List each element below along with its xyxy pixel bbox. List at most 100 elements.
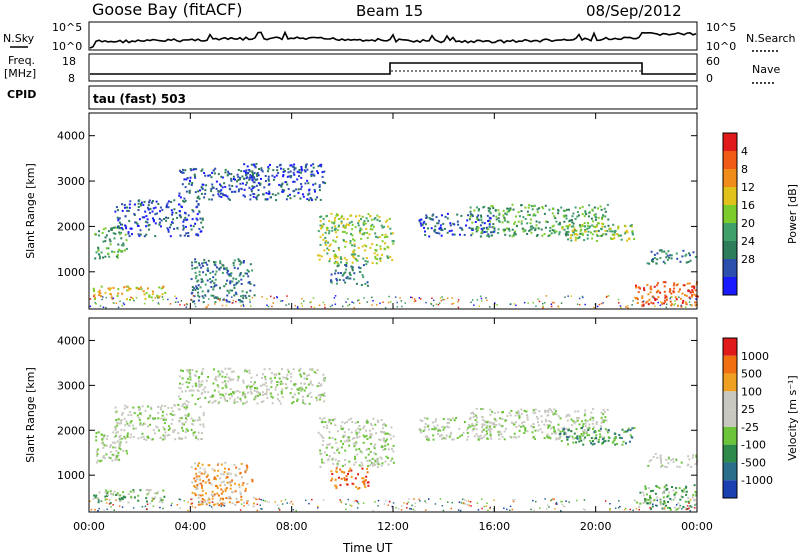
echo-cell bbox=[364, 456, 367, 459]
echo-cell bbox=[459, 226, 462, 229]
echo-cell bbox=[372, 225, 375, 228]
echo-cell bbox=[282, 174, 285, 176]
echo-cell bbox=[138, 234, 141, 237]
echo-cell bbox=[517, 413, 520, 416]
echo-cell bbox=[137, 206, 140, 208]
echo-cell bbox=[391, 505, 393, 508]
echo-cell bbox=[681, 508, 683, 510]
echo-cell bbox=[380, 224, 383, 227]
echo-cell bbox=[117, 288, 120, 291]
echo-cell bbox=[662, 496, 665, 499]
echo-cell bbox=[631, 304, 633, 306]
echo-cell bbox=[255, 198, 258, 201]
echo-cell bbox=[195, 488, 198, 491]
echo-cell bbox=[340, 261, 342, 264]
echo-cell bbox=[551, 301, 554, 304]
echo-cell bbox=[295, 188, 298, 191]
echo-cell bbox=[141, 405, 144, 408]
echo-cell bbox=[588, 423, 591, 426]
echo-cell bbox=[597, 216, 600, 219]
echo-cell bbox=[190, 428, 193, 431]
echo-cell bbox=[211, 507, 214, 510]
echo-cell bbox=[119, 500, 121, 503]
echo-cell bbox=[183, 218, 186, 221]
echo-cell bbox=[191, 289, 194, 291]
echo-cell bbox=[334, 269, 337, 272]
echo-cell bbox=[168, 427, 171, 430]
echo-cell bbox=[316, 170, 319, 173]
echo-cell bbox=[159, 497, 162, 499]
echo-cell bbox=[346, 421, 349, 423]
echo-cell bbox=[112, 286, 115, 289]
echo-cell bbox=[204, 501, 207, 503]
echo-cell bbox=[333, 262, 336, 265]
echo-cell bbox=[342, 224, 345, 227]
echo-cell bbox=[171, 221, 174, 224]
echo-cell bbox=[331, 437, 334, 439]
echo-cell bbox=[236, 396, 239, 399]
echo-cell bbox=[441, 437, 443, 440]
echo-cell bbox=[113, 250, 116, 253]
echo-cell bbox=[237, 299, 240, 301]
echo-cell bbox=[335, 485, 338, 488]
echo-cell bbox=[356, 500, 358, 502]
echo-cell bbox=[667, 462, 670, 465]
echo-cell bbox=[307, 182, 310, 185]
echo-cell bbox=[649, 501, 652, 504]
echo-cell bbox=[235, 501, 238, 504]
echo-cell bbox=[352, 238, 354, 241]
echo-cell bbox=[319, 449, 322, 452]
echo-cell bbox=[382, 448, 385, 451]
echo-cell bbox=[321, 175, 324, 178]
echo-cell bbox=[109, 243, 112, 246]
echo-cell bbox=[379, 302, 381, 305]
date-title: 08/Sep/2012 bbox=[586, 2, 682, 20]
echo-cell bbox=[298, 175, 300, 178]
echo-cell bbox=[440, 434, 443, 437]
echo-cell bbox=[490, 428, 493, 430]
echo-cell bbox=[292, 171, 295, 174]
echo-cell bbox=[217, 402, 220, 405]
colorbar-swatch bbox=[723, 259, 737, 277]
echo-cell bbox=[117, 292, 120, 295]
echo-cell bbox=[620, 437, 623, 440]
echo-cell bbox=[287, 195, 289, 198]
nsky-tick-top: 10^5 bbox=[52, 21, 82, 34]
echo-cell bbox=[374, 443, 377, 446]
echo-cell bbox=[694, 507, 697, 510]
echo-cell bbox=[475, 423, 478, 426]
echo-cell bbox=[584, 409, 587, 412]
echo-cell bbox=[99, 305, 102, 307]
echo-cell bbox=[192, 210, 195, 213]
echo-cell bbox=[125, 420, 128, 423]
echo-cell bbox=[216, 384, 219, 387]
echo-cell bbox=[345, 277, 348, 280]
echo-cell bbox=[695, 294, 698, 297]
echo-cell bbox=[572, 231, 575, 234]
echo-cell bbox=[187, 429, 189, 432]
echo-cell bbox=[362, 222, 365, 224]
echo-cell bbox=[165, 206, 168, 209]
echo-cell bbox=[550, 499, 553, 501]
echo-cell bbox=[256, 509, 259, 512]
echo-cell bbox=[473, 425, 476, 428]
echo-cell bbox=[607, 218, 610, 221]
echo-cell bbox=[390, 437, 393, 440]
echo-cell bbox=[659, 291, 662, 294]
echo-cell bbox=[477, 218, 480, 221]
echo-cell bbox=[326, 427, 329, 430]
echo-cell bbox=[233, 284, 236, 287]
echo-cell bbox=[144, 210, 147, 213]
echo-cell bbox=[147, 224, 150, 227]
echo-cell bbox=[122, 449, 125, 452]
echo-cell bbox=[635, 284, 637, 287]
echo-cell bbox=[116, 440, 119, 443]
echo-cell bbox=[592, 427, 594, 430]
echo-cell bbox=[294, 305, 296, 307]
echo-cell bbox=[498, 434, 501, 437]
echo-cell bbox=[361, 274, 364, 277]
echo-cell bbox=[164, 418, 167, 421]
echo-cell bbox=[215, 270, 218, 273]
echo-cell bbox=[369, 246, 372, 249]
